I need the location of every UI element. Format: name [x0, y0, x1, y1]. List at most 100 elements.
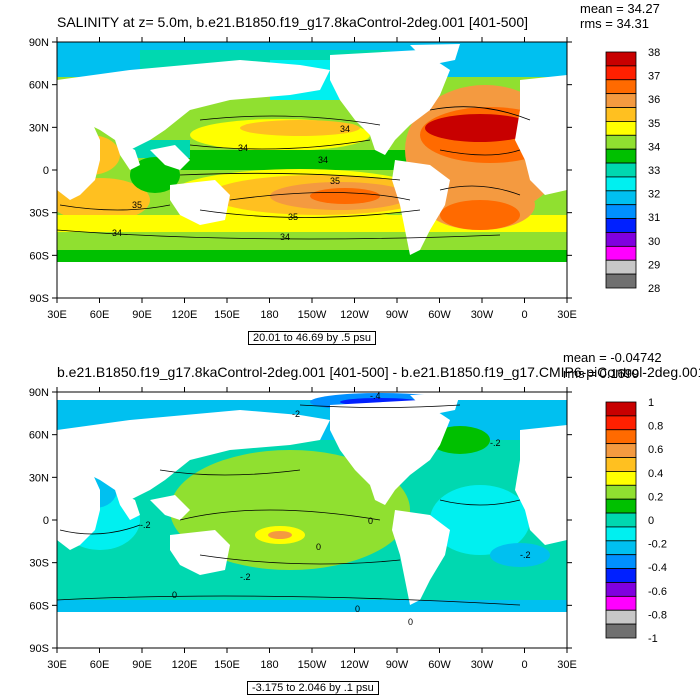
colorbar-tick-label: 31: [648, 212, 660, 224]
lat-tick-label: 0: [43, 165, 49, 177]
lon-tick-label: 60E: [90, 659, 110, 671]
contour-lines: [57, 106, 531, 240]
lon-tick-label: 60W: [428, 659, 451, 671]
colorbar-swatch: [605, 595, 637, 611]
colorbar-swatch: [605, 148, 637, 164]
colorbar-tick-label: 0.8: [648, 421, 663, 433]
salinity-diff-map-field: [57, 392, 567, 648]
colorbar-swatch: [605, 190, 637, 206]
contour-label: 0: [368, 516, 373, 526]
colorbar-tick-label: 28: [648, 283, 660, 295]
contour-label: 0: [355, 604, 360, 614]
contour-label: -.2: [240, 572, 251, 582]
colorbar-swatch: [605, 443, 637, 458]
colorbar-swatch: [605, 429, 637, 445]
lat-tick-label: 60N: [29, 80, 49, 92]
lon-tick-label: 120W: [340, 659, 369, 671]
colorbar-swatch: [605, 204, 637, 219]
panel2-rms: rms = 0.1699: [563, 366, 640, 381]
colorbar-tick-label: 0.2: [648, 491, 663, 503]
lon-tick-label: 150W: [298, 309, 327, 321]
contour-label: 0: [408, 617, 413, 627]
lat-tick-label: 90S: [29, 643, 49, 655]
lon-tick-label: 60E: [90, 309, 110, 321]
colorbar-tick-label: 36: [648, 94, 660, 106]
contour-label: 35: [288, 212, 298, 222]
colorbar-tick-label: 35: [648, 118, 660, 130]
colorbar-tick-label: 0.4: [648, 468, 663, 480]
colorbar-tick-label: 1: [648, 397, 654, 409]
colorbar-swatch: [605, 245, 637, 261]
colorbar-swatch: [605, 554, 637, 569]
lon-tick-label: 150E: [214, 659, 240, 671]
lat-tick-label: 90S: [29, 293, 49, 305]
colorbar-tick-label: 30: [648, 236, 660, 248]
lon-tick-label: 30W: [471, 659, 494, 671]
colorbar-swatch: [605, 415, 637, 431]
colorbar-swatch: [605, 232, 637, 247]
lat-tick-label: 30S: [29, 208, 49, 220]
lon-tick-label: 60W: [428, 309, 451, 321]
lon-tick-label: 90E: [132, 309, 152, 321]
lon-tick-label: 0: [521, 309, 527, 321]
contour-label: 0: [172, 590, 177, 600]
salinity-map-field: [57, 42, 567, 298]
lon-tick-label: 180: [260, 659, 278, 671]
colorbar-swatch: [605, 51, 637, 67]
colorbar-tick-label: -0.6: [648, 586, 667, 598]
colorbar-swatch: [605, 134, 637, 150]
colorbar-swatch: [605, 526, 637, 542]
lat-tick-label: 60S: [29, 250, 49, 262]
contour-label: 34: [238, 143, 248, 153]
colorbar-swatch: [605, 623, 637, 639]
panel1-axes: 90N 60N 30N 0 30S 60S 90S 30E 60E 90E 120E 150E 180 1…: [29, 37, 577, 321]
lon-tick-label: 150E: [214, 309, 240, 321]
colorbar-swatch: [605, 176, 637, 192]
colorbar-swatch: [605, 93, 637, 108]
land-mask: [57, 44, 567, 298]
lon-tick-label: 120W: [340, 309, 369, 321]
panel2-axes: 90N 60N 30N 0 30S 60S 90S 30E 60E 90E 120E 150E 180 1…: [29, 387, 577, 671]
colorbar-swatch: [605, 471, 637, 486]
lon-tick-label: 30E: [557, 659, 577, 671]
colorbar-swatch: [605, 273, 637, 289]
lon-tick-label: 30E: [47, 659, 67, 671]
contour-label: -2: [292, 409, 300, 419]
lat-tick-label: 30N: [29, 472, 49, 484]
colorbar-swatch: [605, 79, 637, 95]
colorbar-tick-label: -0.2: [648, 539, 667, 551]
colorbar-tick-label: 38: [648, 47, 660, 59]
lon-tick-label: 150W: [298, 659, 327, 671]
colorbar-swatch: [605, 582, 637, 597]
colorbar-swatch: [605, 259, 637, 275]
contour-label: 34: [112, 228, 122, 238]
colorbar-swatch: [605, 121, 637, 136]
colorbar-tick-label: 34: [648, 141, 660, 153]
lat-tick-label: 0: [43, 515, 49, 527]
contour-label: -.2: [140, 520, 151, 530]
colorbar-tick-label: 32: [648, 189, 660, 201]
colorbar-swatch: [605, 609, 637, 625]
contour-label: 34: [280, 232, 290, 242]
lat-tick-label: 60S: [29, 600, 49, 612]
contour-lines: [57, 404, 521, 606]
lon-tick-label: 30E: [47, 309, 67, 321]
contour-label: -.4: [370, 391, 381, 401]
colorbar-tick-label: 0.6: [648, 444, 663, 456]
colorbar-swatch: [605, 568, 637, 583]
lon-tick-label: 90E: [132, 659, 152, 671]
colorbar-swatch: [605, 65, 637, 81]
lon-tick-label: 90W: [386, 309, 409, 321]
colorbar-tick-label: -0.4: [648, 562, 667, 574]
colorbar-swatch: [605, 540, 637, 556]
colorbar-swatch: [605, 401, 637, 417]
lat-tick-label: 60N: [29, 430, 49, 442]
contour-label: 0: [316, 542, 321, 552]
contour-label: -.2: [490, 438, 501, 448]
panel1-range-label: 20.01 to 46.69 by .5 psu: [248, 331, 377, 345]
panel1-colorbar: 38 37 36 35 34 33 32 31 30 29 28: [605, 47, 660, 295]
lon-tick-label: 30W: [471, 309, 494, 321]
contour-label: 34: [340, 124, 350, 134]
lat-tick-label: 30N: [29, 122, 49, 134]
lon-tick-label: 120E: [172, 309, 198, 321]
